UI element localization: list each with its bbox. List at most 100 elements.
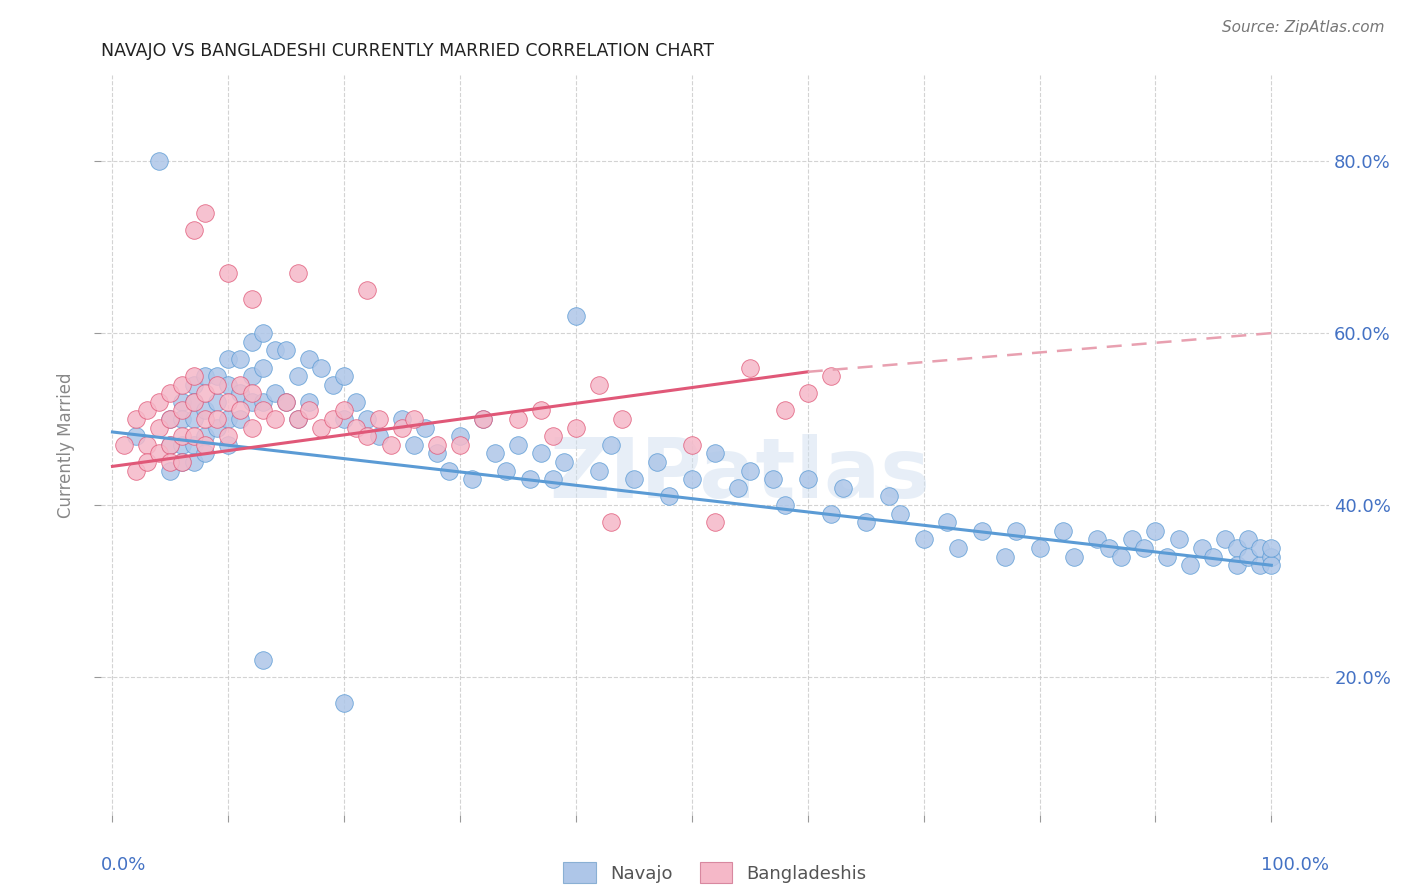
- Point: [356, 283, 378, 297]
- Point: [136, 455, 159, 469]
- Point: [194, 369, 217, 384]
- Point: [356, 412, 378, 426]
- Point: [333, 412, 356, 426]
- Point: [183, 395, 205, 409]
- Point: [194, 438, 217, 452]
- Point: [252, 395, 274, 409]
- Point: [681, 438, 703, 452]
- Point: [322, 412, 344, 426]
- Point: [159, 438, 181, 452]
- Point: [148, 154, 170, 169]
- Point: [797, 386, 820, 401]
- Point: [205, 395, 228, 409]
- Point: [229, 403, 252, 417]
- Point: [183, 438, 205, 452]
- Point: [402, 438, 425, 452]
- Point: [229, 412, 252, 426]
- Point: [217, 412, 239, 426]
- Point: [565, 420, 588, 434]
- Point: [263, 343, 285, 358]
- Point: [112, 438, 135, 452]
- Point: [217, 266, 239, 280]
- Point: [970, 524, 993, 538]
- Point: [402, 412, 425, 426]
- Point: [159, 412, 181, 426]
- Point: [831, 481, 853, 495]
- Point: [298, 403, 321, 417]
- Point: [530, 403, 553, 417]
- Point: [170, 438, 193, 452]
- Point: [704, 446, 727, 460]
- Point: [797, 472, 820, 486]
- Point: [426, 446, 449, 460]
- Point: [276, 343, 298, 358]
- Point: [415, 420, 437, 434]
- Point: [541, 472, 564, 486]
- Point: [183, 395, 205, 409]
- Point: [506, 412, 529, 426]
- Point: [889, 507, 911, 521]
- Point: [170, 455, 193, 469]
- Point: [124, 412, 146, 426]
- Point: [460, 472, 482, 486]
- Point: [1098, 541, 1121, 555]
- Point: [773, 498, 796, 512]
- Point: [229, 377, 252, 392]
- Point: [820, 369, 842, 384]
- Point: [1109, 549, 1132, 564]
- Point: [855, 515, 877, 529]
- Point: [1121, 533, 1143, 547]
- Point: [322, 377, 344, 392]
- Point: [380, 438, 402, 452]
- Point: [1237, 549, 1260, 564]
- Point: [1167, 533, 1189, 547]
- Point: [124, 429, 146, 443]
- Point: [124, 464, 146, 478]
- Point: [205, 412, 228, 426]
- Point: [368, 429, 391, 443]
- Point: [287, 369, 309, 384]
- Point: [217, 429, 239, 443]
- Point: [309, 420, 332, 434]
- Point: [170, 377, 193, 392]
- Point: [1180, 558, 1202, 573]
- Point: [588, 464, 610, 478]
- Point: [877, 490, 900, 504]
- Point: [565, 309, 588, 323]
- Point: [1087, 533, 1109, 547]
- Point: [356, 429, 378, 443]
- Point: [820, 507, 842, 521]
- Point: [333, 369, 356, 384]
- Point: [495, 464, 517, 478]
- Point: [727, 481, 749, 495]
- Point: [205, 420, 228, 434]
- Point: [1052, 524, 1074, 538]
- Point: [309, 360, 332, 375]
- Point: [1156, 549, 1178, 564]
- Point: [170, 395, 193, 409]
- Point: [240, 395, 263, 409]
- Point: [183, 223, 205, 237]
- Point: [194, 429, 217, 443]
- Point: [298, 395, 321, 409]
- Point: [449, 429, 471, 443]
- Point: [159, 464, 181, 478]
- Point: [240, 334, 263, 349]
- Text: 0.0%: 0.0%: [101, 856, 146, 874]
- Point: [426, 438, 449, 452]
- Point: [623, 472, 645, 486]
- Point: [194, 206, 217, 220]
- Point: [159, 455, 181, 469]
- Point: [217, 438, 239, 452]
- Point: [183, 429, 205, 443]
- Point: [599, 515, 621, 529]
- Point: [240, 386, 263, 401]
- Point: [449, 438, 471, 452]
- Point: [935, 515, 957, 529]
- Point: [994, 549, 1017, 564]
- Text: NAVAJO VS BANGLADESHI CURRENTLY MARRIED CORRELATION CHART: NAVAJO VS BANGLADESHI CURRENTLY MARRIED …: [101, 42, 714, 60]
- Point: [738, 360, 761, 375]
- Point: [217, 377, 239, 392]
- Point: [519, 472, 541, 486]
- Point: [437, 464, 460, 478]
